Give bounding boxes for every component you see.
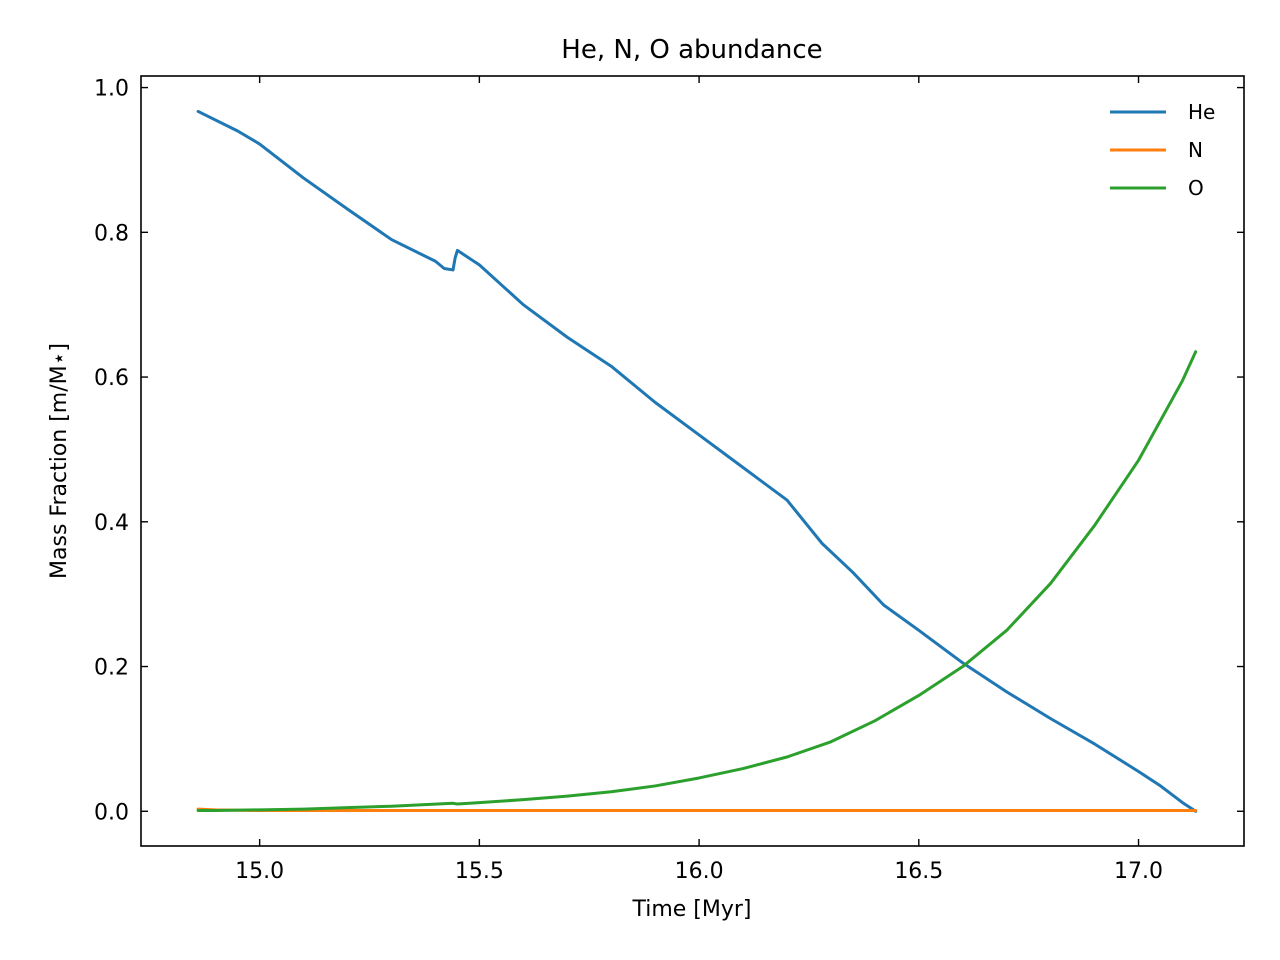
plot-area-frame [140, 75, 1245, 847]
x-tick-label: 15.0 [235, 859, 284, 884]
y-tick-label: 0.2 [94, 656, 129, 681]
series-line-he [196, 109, 1198, 813]
legend-label-n: N [1188, 138, 1203, 162]
y-axis-ticks: 0.0 0.2 0.4 0.6 0.8 1.0 [94, 77, 1244, 825]
x-tick-label: 17.0 [1114, 859, 1163, 884]
y-tick-label: 0.8 [94, 221, 129, 246]
legend-label-o: O [1188, 176, 1204, 200]
series-line-n [196, 807, 1198, 813]
x-axis-ticks: 15.0 15.5 16.0 16.5 17.0 [235, 76, 1163, 884]
series-layer [196, 109, 1198, 813]
x-axis-label: Time [Myr] [631, 897, 751, 922]
series-line-o [196, 350, 1198, 813]
y-tick-label: 0.0 [94, 800, 129, 825]
chart-title: He, N, O abundance [561, 35, 822, 65]
y-tick-label: 0.6 [94, 366, 129, 391]
legend: He NO [1110, 100, 1215, 200]
x-tick-label: 16.5 [894, 859, 943, 884]
x-tick-label: 16.0 [675, 859, 724, 884]
legend-label-he: He [1188, 100, 1215, 124]
y-tick-label: 1.0 [94, 77, 129, 102]
x-tick-label: 15.5 [455, 859, 504, 884]
y-axis-label: Mass Fraction [m/M⋆] [47, 343, 72, 579]
y-tick-label: 0.4 [94, 511, 129, 536]
